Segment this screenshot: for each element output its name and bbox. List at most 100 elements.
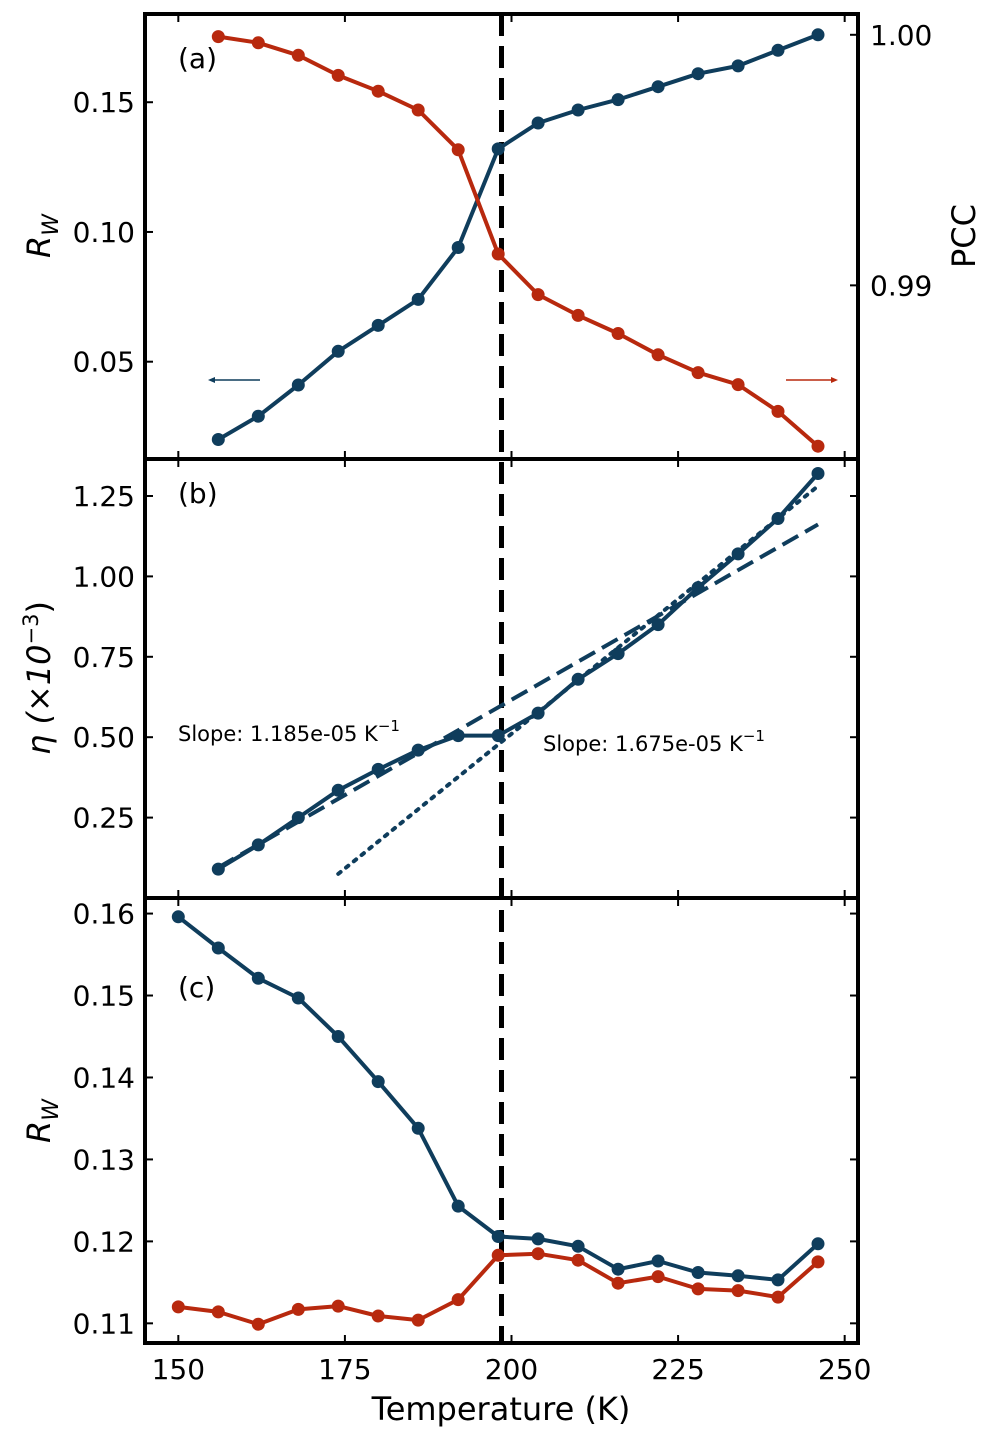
x-tick-label: 150 [152,1353,205,1386]
panel-c-ytick-label: 0.16 [73,898,135,931]
panel-b-ylabel: η (×10−3) [19,601,58,755]
panel-b-data-point [251,838,265,852]
panel-b-data-point [331,783,345,797]
panel-a-data-point [651,348,665,362]
panel-c-data-point [611,1276,625,1290]
panel-c-frame [143,896,860,1345]
panel-a-series-line [217,32,819,442]
panel-b-ytick-label: 1.25 [73,480,135,513]
panel-a-y2label: PCC [945,204,983,268]
panel-a-right-axis-arrowhead [831,377,838,383]
panel-b-data-point [491,729,505,743]
panel-c-series-line [177,915,820,1282]
panel-b-data-point [731,547,745,561]
panel-b-data-point [771,512,785,525]
panel-a-left-axis-arrowhead [208,377,215,383]
panel-c-data-point [451,1293,465,1307]
panel-c-data-point [731,1269,745,1283]
panel-c-ytick-label: 0.13 [73,1143,135,1176]
panel-c-data-point [371,1309,385,1323]
panel-a-data-point [371,84,385,98]
panel-a-data-point [531,288,545,302]
panel-c-data-point [571,1239,585,1253]
panel-a-data-point [291,48,305,62]
panel-c-data-point [531,1247,545,1261]
panel-c-data-point [651,1254,665,1268]
panel-a-data-point [451,241,465,254]
panel-b-data-point [811,467,825,480]
panel-a-data-point [371,318,385,332]
panel-a-data-point [291,378,305,392]
panel-a-data-point [411,103,425,117]
panel-a-data-point [771,43,785,57]
panel-c-data-point [331,1030,345,1043]
panel-a-data-point [331,68,345,82]
panel-c-data-point [411,1313,425,1327]
panel-c-data-point [491,1230,505,1243]
panel-a-data-point [691,366,705,380]
panel-a-data-point [211,30,225,44]
panel-b-ytick-label: 0.25 [73,802,135,835]
panel-c: 0.11 0.12 0.13 0.14 0.15 0.16 150 175 200 225 250 [73,896,871,1386]
panel-a-series-line [217,34,820,448]
panel-c-data-point [611,1262,625,1276]
fit-dotted-slope-label: Slope: 1.675e-05 K−1 [543,727,765,756]
panel-b-data-point [531,706,545,720]
panel-c-data-point [211,1305,225,1319]
panel-a-data-point [731,59,745,73]
panel-c-data-point [371,1075,385,1089]
panel-c-data-point [291,991,305,1005]
panel-b-series-line [217,472,820,871]
x-tick-label: 250 [818,1353,871,1386]
panel-a-ytick-label: 0.05 [73,346,135,379]
fit-dashed-slope-label: Slope: 1.185e-05 K−1 [178,717,400,746]
panel-c-data-point [691,1266,705,1279]
panel-b-ytick-label: 1.00 [73,560,135,593]
panel-c-data-point [811,1255,825,1269]
panel-c-data-point [171,1300,185,1314]
panel-a-data-point [811,28,825,42]
panel-c-data-point [411,1121,425,1135]
panel-a-data-point [411,292,425,306]
panel-a-ytick-label: 0.10 [73,216,135,249]
panel-a-data-point [771,404,785,418]
panel-b-data-point [291,811,305,825]
panel-c-data-point [211,941,225,955]
x-axis-label: Temperature (K) [371,1390,631,1428]
panel-a-data-point [331,344,345,358]
panel-a-data-point [491,247,505,261]
panel-a-ylabel: RW [20,213,64,258]
panel-a-label: (a) [178,42,217,75]
panel-b-data-point [651,618,665,632]
panel-b-data-point [371,762,385,776]
panel-a-data-point [611,93,625,107]
panel-c-data-point [571,1253,585,1267]
panel-b-data-point [451,729,465,743]
panel-b-fit-dashed [217,522,820,870]
panel-b-data-point [691,581,705,595]
panel-c-data-point [251,971,265,985]
panel-a-data-point [731,378,745,392]
panel-c-ylabel: RW [20,1098,64,1143]
panel-c-ytick-label: 0.15 [73,980,135,1013]
panel-c-data-point [531,1232,545,1246]
panel-c-data-point [651,1270,665,1284]
panel-c-data-point [171,910,185,924]
panel-b-data-point [611,647,625,661]
panel-c-ytick-label: 0.14 [73,1061,135,1094]
panel-a-data-point [211,433,225,446]
panel-b: 0.25 0.50 0.75 1.00 1.25 [73,457,860,900]
panel-a-data-point [651,80,665,94]
panel-c-data-point [491,1248,505,1262]
panel-b-ytick-label: 0.50 [73,721,135,754]
panel-a-data-point [531,116,545,130]
panel-a-data-point [491,142,505,156]
panel-c-ytick-label: 0.12 [73,1225,135,1258]
panel-a-data-point [691,67,705,81]
panel-c-data-point [811,1237,825,1251]
panel-a-data-point [251,409,265,423]
panel-c-data-point [331,1299,345,1313]
panel-c-data-point [731,1284,745,1298]
panel-a-ytick-label: 0.15 [73,86,135,119]
